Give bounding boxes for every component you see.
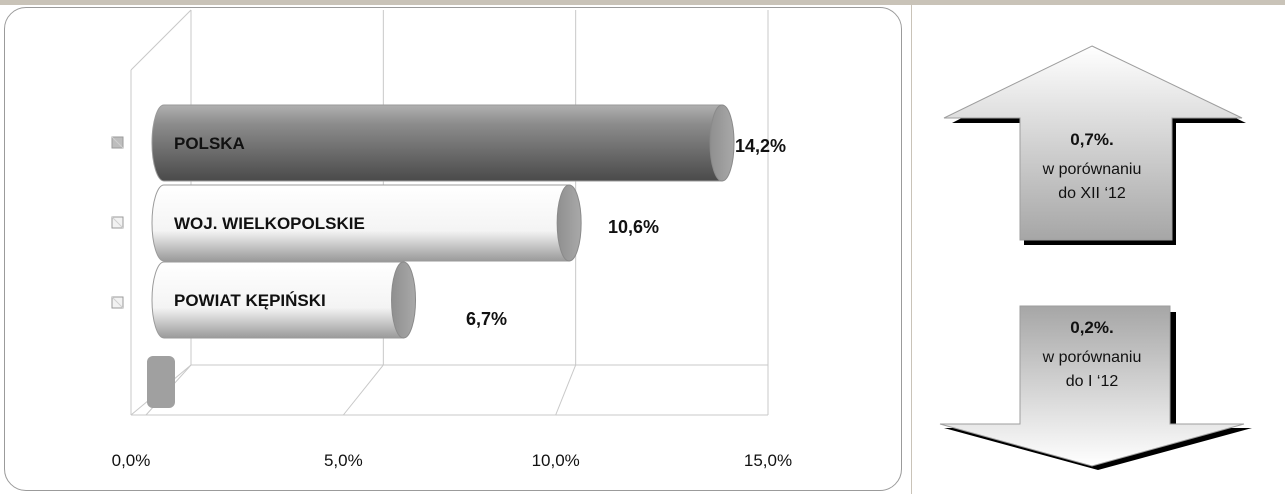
x-tick-label: 5,0% (324, 451, 363, 470)
arrow-down-icon (939, 305, 1245, 467)
legend-marker-hatch (111, 136, 124, 149)
floor-gridline (342, 364, 384, 416)
change-up-label: 0,7%. w porównaniu do XII ‘12 (1022, 130, 1162, 206)
bar-value-label: 6,7% (466, 309, 507, 329)
x-tick-label: 15,0% (744, 451, 792, 470)
change-down-line1: w porównaniu (1042, 349, 1142, 366)
bar-cap (709, 104, 735, 182)
bar-category-label: WOJ. WIELKOPOLSKIE (174, 214, 365, 233)
change-down-value: 0,2%. (1070, 318, 1114, 337)
bar-cap (556, 184, 582, 262)
bar (151, 104, 723, 182)
change-down-label: 0,2%. w porównaniu do I ‘12 (1022, 318, 1162, 394)
bar (151, 261, 405, 339)
arrow-up-icon (943, 45, 1243, 241)
bar-category-label: POLSKA (174, 134, 245, 153)
bar-value-label: 10,6% (608, 217, 659, 237)
bar-category-label: POWIAT KĘPIŃSKI (174, 291, 326, 310)
top-strip (0, 0, 1285, 5)
floor-gridline (555, 364, 577, 416)
change-up-value: 0,7%. (1070, 130, 1114, 149)
unemployment-bar-chart: POLSKA 14,2% WOJ. WIELKOPOLSKIE 10,6% POWIAT… (111, 9, 792, 470)
bar-value-label: 14,2% (735, 136, 786, 156)
bar-cap (391, 261, 417, 339)
change-up-line1: w porównaniu (1042, 161, 1142, 178)
bar (151, 184, 570, 262)
x-tick-label: 10,0% (532, 451, 580, 470)
panel-divider (911, 5, 912, 494)
side-wall-top (130, 9, 192, 71)
change-down-line2: do I ‘12 (1065, 373, 1119, 390)
legend-marker-hatch (111, 216, 124, 229)
floor-artifact (147, 356, 175, 408)
x-tick-label: 0,0% (112, 451, 151, 470)
change-up-line2: do XII ‘12 (1058, 185, 1126, 202)
legend-marker-hatch (111, 296, 124, 309)
change-arrows (939, 45, 1252, 470)
